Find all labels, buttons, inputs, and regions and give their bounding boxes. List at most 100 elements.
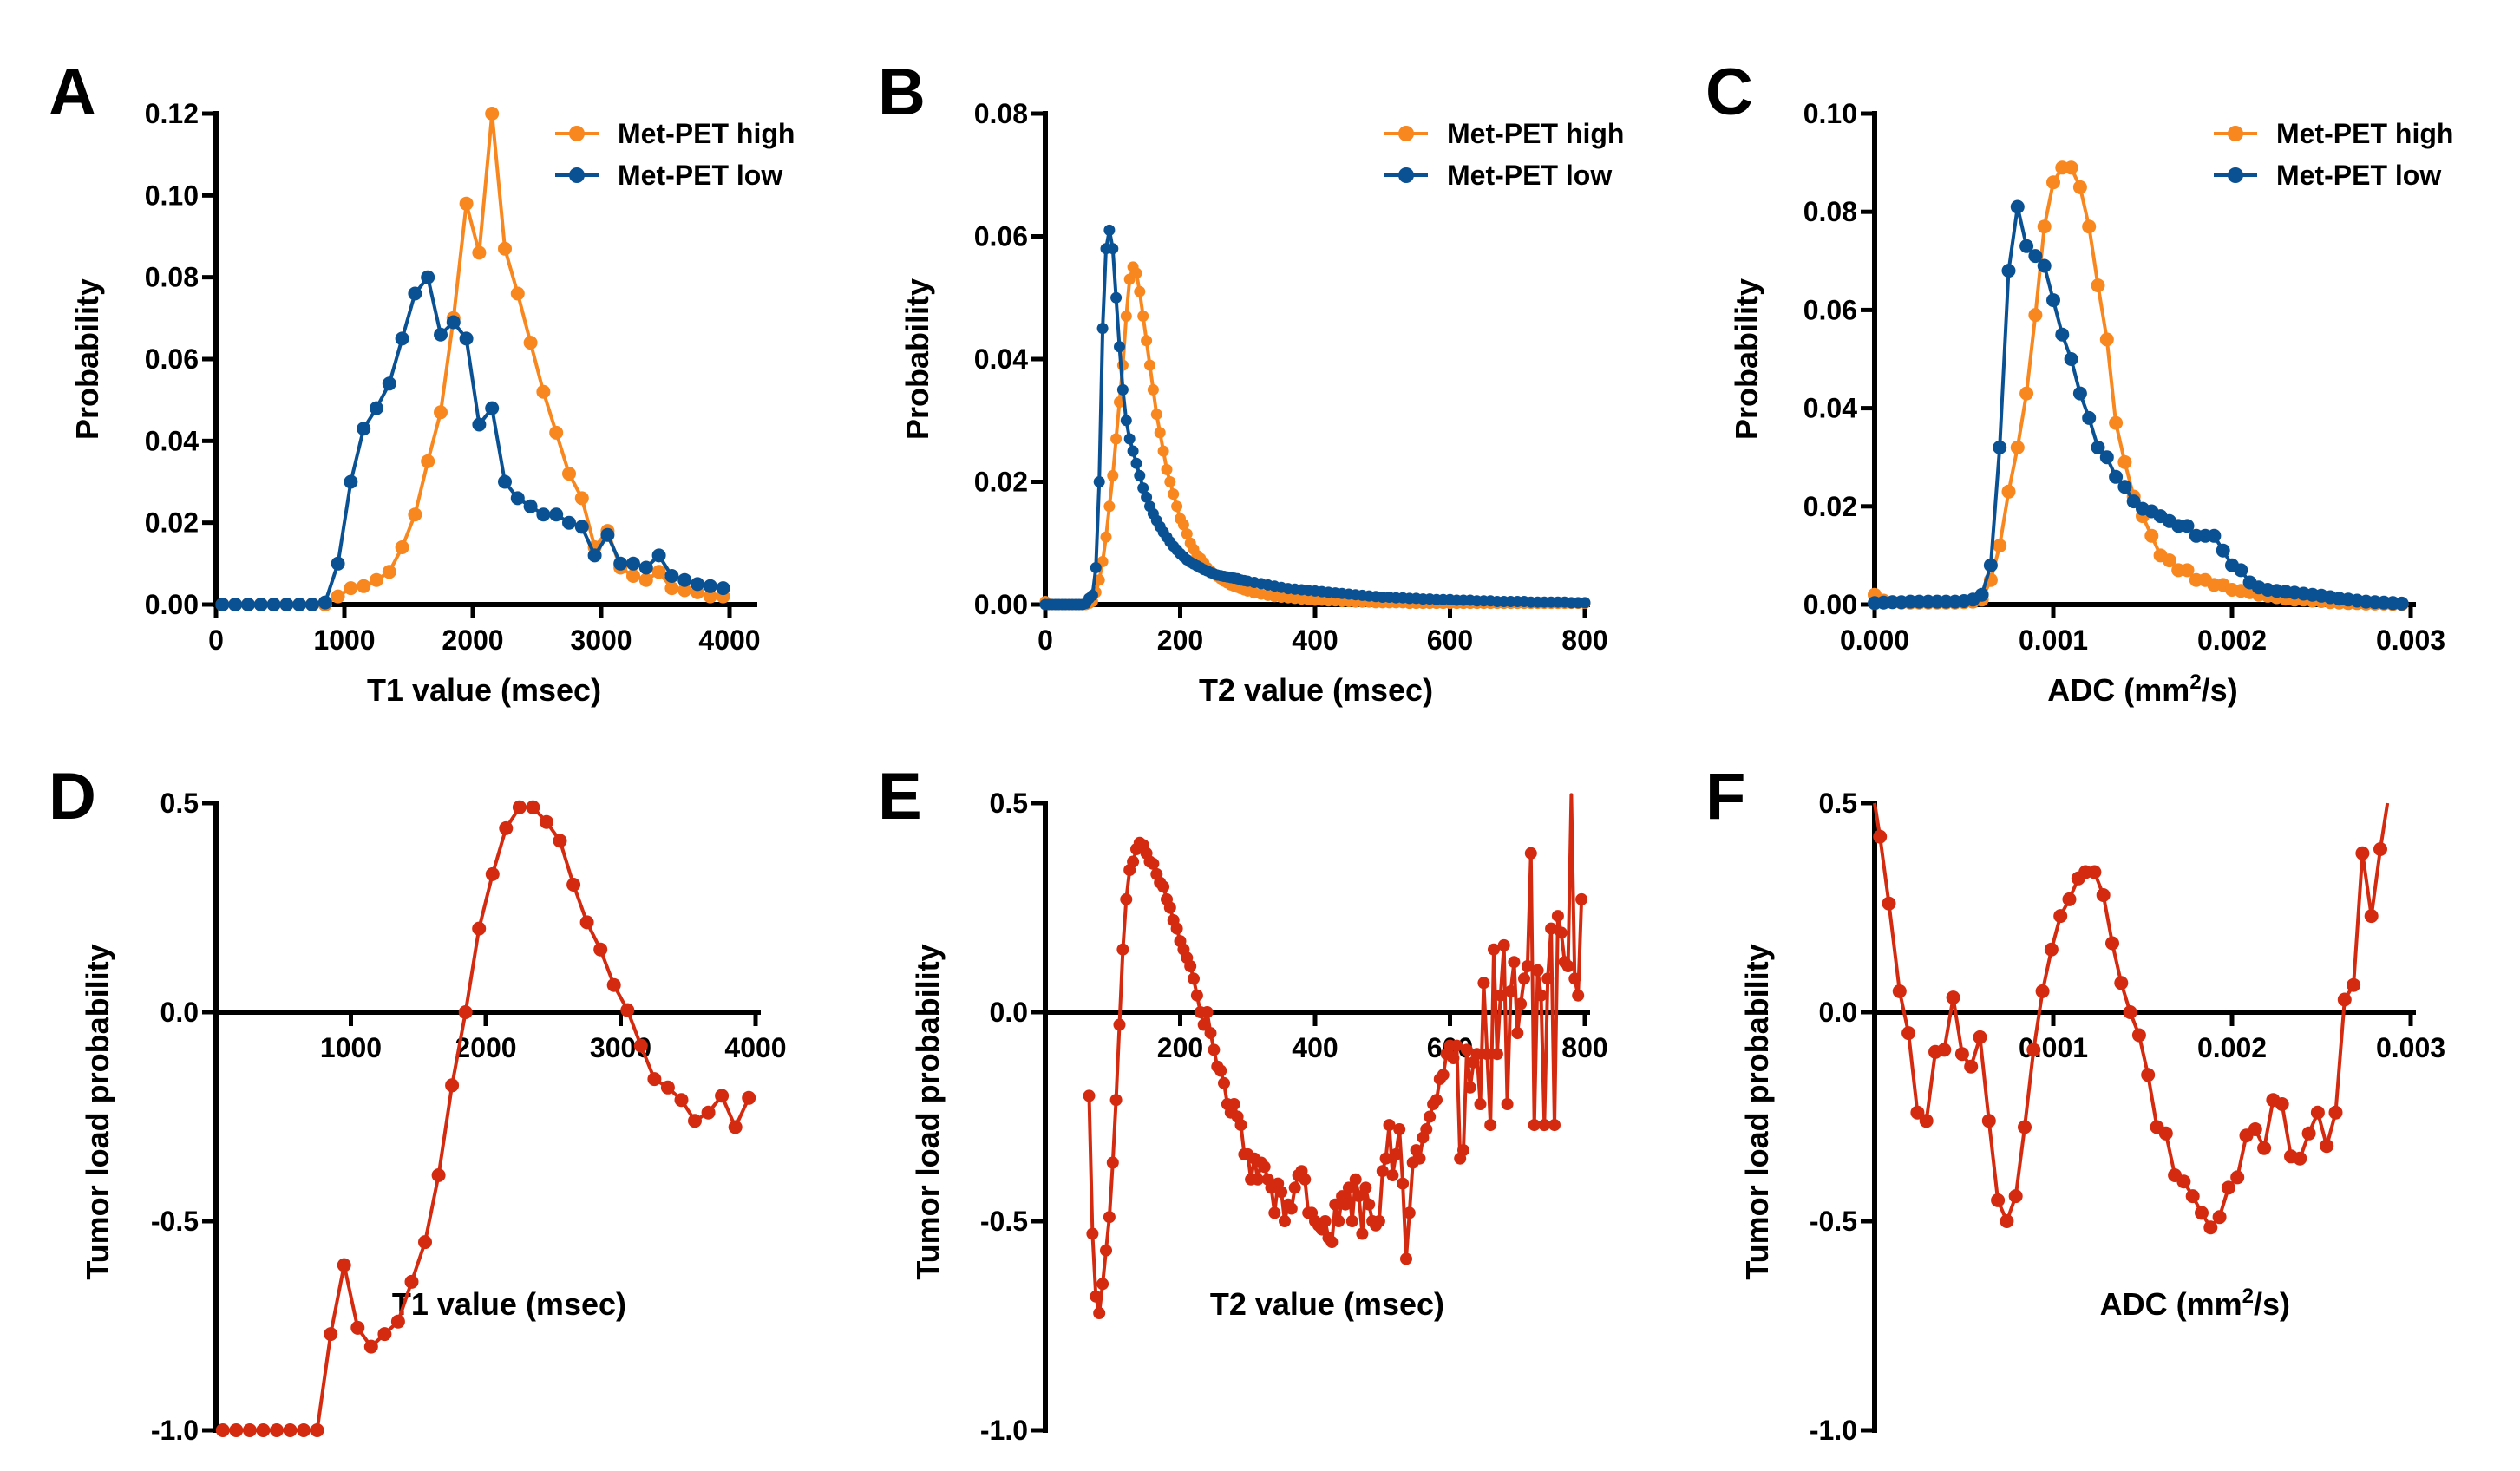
y-tick-label: 0.5 bbox=[1819, 788, 1857, 819]
data-point bbox=[1107, 243, 1119, 255]
data-point bbox=[2072, 386, 2087, 401]
data-point bbox=[1127, 445, 1139, 457]
data-point bbox=[2109, 469, 2124, 484]
data-point bbox=[1548, 1119, 1561, 1132]
data-point bbox=[1488, 943, 1500, 956]
x-tick-label: 1000 bbox=[320, 1032, 382, 1063]
data-point bbox=[1120, 892, 1133, 905]
data-point bbox=[1528, 1119, 1541, 1132]
data-point bbox=[1490, 1048, 1503, 1061]
legend-label: Met-PET high bbox=[618, 118, 795, 149]
data-point bbox=[1515, 997, 1528, 1010]
data-point bbox=[2010, 440, 2025, 454]
data-point bbox=[344, 581, 358, 596]
data-point bbox=[2035, 984, 2050, 998]
data-point bbox=[677, 583, 692, 598]
data-point bbox=[292, 598, 307, 611]
data-point bbox=[1457, 1144, 1469, 1157]
x-axis-title-tail: /s) bbox=[2254, 1286, 2290, 1322]
x-axis-title: T2 value (msec) bbox=[1210, 1286, 1444, 1322]
data-point bbox=[1981, 1114, 1996, 1128]
data-point bbox=[1551, 910, 1564, 923]
data-point bbox=[1430, 1094, 1443, 1107]
data-point bbox=[1545, 922, 1558, 935]
data-point bbox=[1383, 1119, 1396, 1132]
data-point bbox=[1579, 597, 1591, 609]
data-point bbox=[317, 595, 332, 610]
data-point bbox=[626, 569, 640, 583]
data-point bbox=[1096, 1278, 1109, 1291]
data-point bbox=[1103, 1211, 1116, 1224]
data-point bbox=[2026, 1043, 2041, 1057]
data-point bbox=[1937, 1043, 1952, 1057]
data-point bbox=[2008, 1189, 2023, 1204]
data-point bbox=[2087, 865, 2102, 879]
data-point bbox=[382, 376, 396, 391]
data-point bbox=[459, 196, 474, 211]
data-point bbox=[2275, 1097, 2289, 1111]
data-point bbox=[1268, 1206, 1281, 1219]
data-point bbox=[2053, 909, 2068, 924]
y-axis-title: Probability bbox=[69, 278, 105, 440]
panel-letter: C bbox=[1705, 56, 1753, 129]
legend: Met-PET high Met-PET low bbox=[555, 118, 795, 191]
data-point bbox=[472, 417, 487, 432]
data-point bbox=[421, 270, 435, 284]
data-point bbox=[1508, 956, 1521, 969]
panel-c: C 0.00 0.02 0.04 0.06 0.08 0.10 0.000 0.001 0.002… bbox=[1705, 56, 2453, 708]
data-point bbox=[370, 401, 383, 415]
legend-swatch-marker bbox=[1398, 126, 1414, 141]
data-point bbox=[499, 820, 514, 835]
data-point bbox=[1954, 1047, 1969, 1062]
data-point bbox=[1511, 1027, 1524, 1040]
data-point bbox=[2180, 563, 2195, 578]
data-point bbox=[1147, 383, 1159, 396]
data-point bbox=[1114, 341, 1125, 353]
data-point bbox=[1376, 1165, 1389, 1178]
data-point bbox=[2037, 258, 2052, 273]
y-tick-label: 0.06 bbox=[1803, 294, 1857, 325]
data-point bbox=[1163, 901, 1176, 914]
data-point bbox=[716, 581, 730, 596]
data-point bbox=[728, 1120, 743, 1134]
data-point bbox=[2062, 892, 2077, 906]
data-point bbox=[1497, 938, 1510, 951]
x-tick-label: 0.002 bbox=[2197, 624, 2267, 656]
data-point bbox=[1882, 896, 1896, 911]
data-point bbox=[344, 474, 358, 489]
y-tick-label: 0.06 bbox=[974, 221, 1028, 252]
data-point bbox=[1123, 433, 1136, 445]
data-point bbox=[1154, 427, 1166, 439]
data-point bbox=[1144, 359, 1155, 371]
x-tick-label: 4000 bbox=[698, 624, 760, 656]
data-point bbox=[600, 527, 615, 542]
y-tick-label: 0.02 bbox=[1803, 491, 1857, 522]
y-axis-title: Tumor load probability bbox=[80, 944, 115, 1279]
data-point bbox=[2000, 1214, 2014, 1228]
data-point bbox=[283, 1423, 298, 1437]
series-tumor-load-probability bbox=[215, 800, 756, 1437]
data-point bbox=[638, 572, 653, 587]
data-point bbox=[382, 565, 396, 579]
legend: Met-PET high Met-PET low bbox=[1384, 118, 1624, 191]
data-point bbox=[1090, 1290, 1103, 1303]
x-axis-title-main: ADC (mm bbox=[2047, 672, 2189, 708]
data-point bbox=[485, 866, 500, 881]
legend-swatch-marker bbox=[2228, 126, 2243, 141]
data-point bbox=[1420, 1123, 1433, 1135]
data-point bbox=[1258, 1160, 1271, 1174]
data-point bbox=[2257, 1141, 2272, 1155]
x-tick-label: 800 bbox=[1561, 1032, 1607, 1063]
data-point bbox=[1279, 1215, 1291, 1227]
data-point bbox=[1531, 964, 1544, 977]
data-point bbox=[228, 598, 243, 611]
legend-item: Met-PET high bbox=[1384, 118, 1624, 149]
series-line bbox=[1874, 205, 2402, 605]
data-point bbox=[241, 598, 255, 611]
x-tick-label: 0.003 bbox=[2376, 624, 2445, 656]
data-point bbox=[2185, 1189, 2200, 1204]
data-point bbox=[2216, 543, 2230, 558]
data-point bbox=[2320, 1139, 2334, 1154]
data-point bbox=[1470, 1048, 1483, 1061]
